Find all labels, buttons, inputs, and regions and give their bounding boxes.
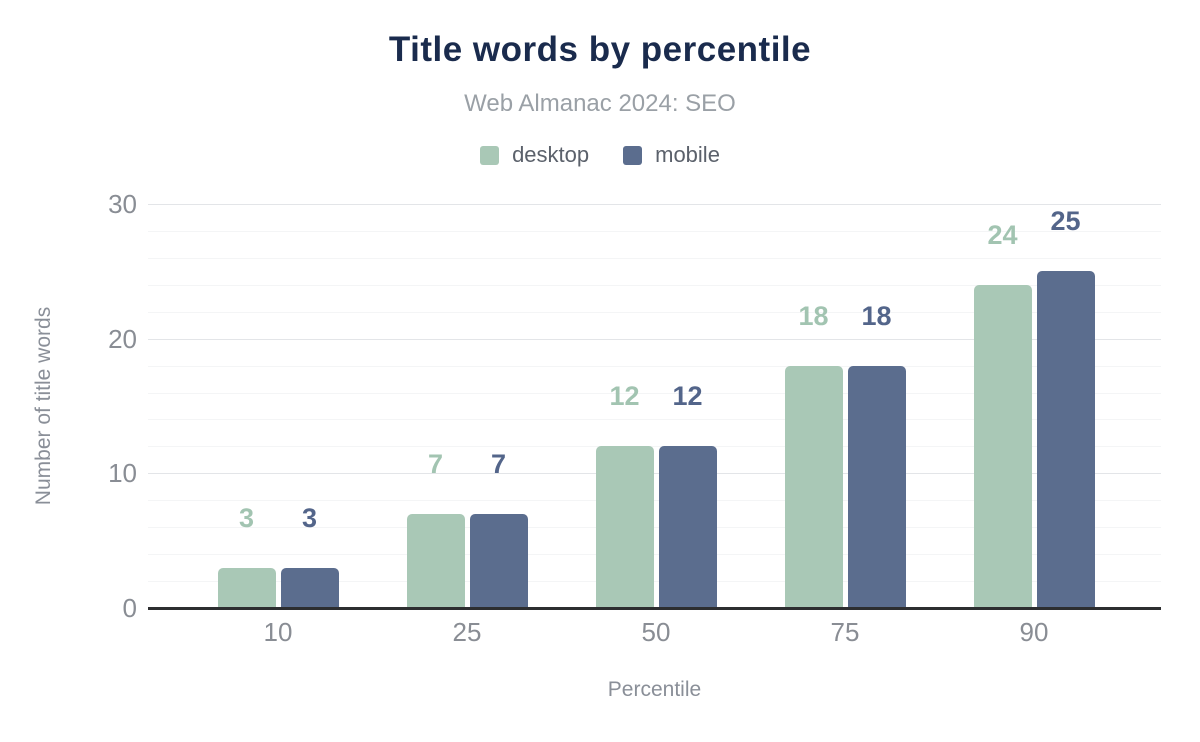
value-label-desktop-90: 24 [987,220,1018,250]
bar-desktop-50 [595,446,654,608]
minor-gridline-28 [148,231,1161,232]
chart-title: Title words by percentile [388,30,812,69]
minor-gridline-12 [148,446,1161,447]
legend-label-desktop: desktop [512,142,590,167]
value-label-mobile-75: 18 [861,301,892,331]
x-axis-title: Percentile [607,678,702,701]
x-axis-line [148,607,1161,610]
y-axis-title: Number of title words [32,306,55,506]
y-tick-30: 30 [108,189,137,219]
minor-gridline-6 [148,527,1161,528]
bar-desktop-75 [784,366,843,608]
legend-swatch-mobile [623,145,643,165]
bar-mobile-90 [1036,271,1095,608]
value-label-desktop-50: 12 [609,381,640,411]
x-tick-10: 10 [263,617,293,647]
value-label-mobile-10: 3 [301,503,318,533]
value-label-desktop-10: 3 [238,503,255,533]
bar-mobile-50 [658,446,717,608]
minor-gridline-24 [148,285,1161,286]
bar-mobile-75 [847,366,906,608]
legend-swatch-desktop [480,145,500,165]
bar-desktop-90 [973,285,1032,608]
minor-gridline-8 [148,500,1161,501]
y-tick-20: 20 [108,324,137,354]
x-tick-90: 90 [1019,617,1049,647]
legend-label-mobile: mobile [655,142,720,167]
y-tick-10: 10 [108,458,137,488]
legend-item-desktop: desktop [480,142,589,168]
y-tick-0: 0 [122,593,137,623]
value-label-mobile-50: 12 [672,381,703,411]
bar-desktop-25 [406,514,465,608]
legend-item-mobile: mobile [623,142,720,168]
minor-gridline-4 [148,554,1161,555]
value-label-desktop-25: 7 [427,449,444,479]
chart-subtitle: Web Almanac 2024: SEO [464,90,736,117]
x-tick-25: 25 [452,617,482,647]
major-gridline-30 [148,204,1161,205]
value-label-desktop-75: 18 [798,301,829,331]
x-tick-75: 75 [830,617,860,647]
minor-gridline-18 [148,366,1161,367]
value-label-mobile-90: 25 [1050,206,1081,236]
minor-gridline-2 [148,581,1161,582]
legend: desktop mobile [0,142,1200,168]
bar-mobile-10 [280,568,339,608]
minor-gridline-26 [148,258,1161,259]
x-tick-50: 50 [641,617,671,647]
major-gridline-20 [148,339,1161,340]
bar-desktop-10 [217,568,276,608]
value-label-mobile-25: 7 [490,449,507,479]
minor-gridline-16 [148,393,1161,394]
minor-gridline-14 [148,419,1161,420]
major-gridline-10 [148,473,1161,474]
bar-mobile-25 [469,514,528,608]
minor-gridline-22 [148,312,1161,313]
